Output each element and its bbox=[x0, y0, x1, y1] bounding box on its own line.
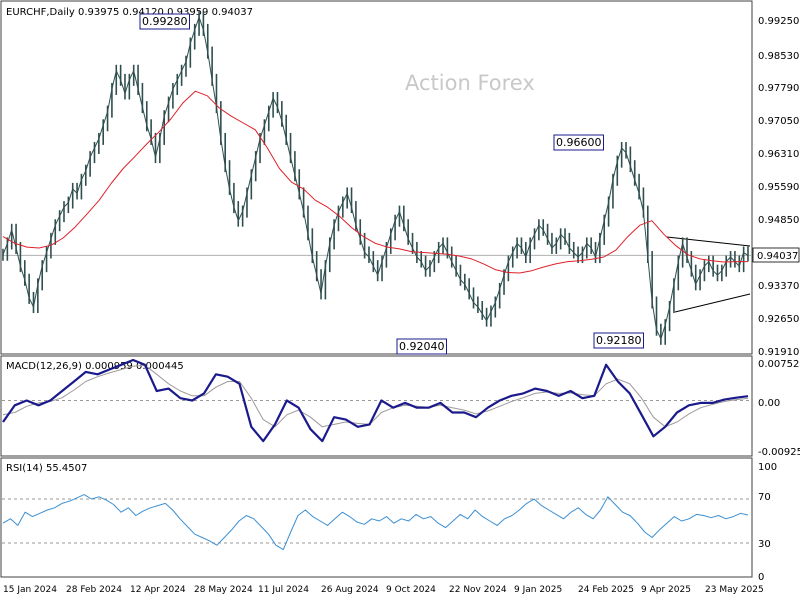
price-annotations: 0.99280 0.96600 0.92040 0.92180 bbox=[139, 13, 644, 355]
macd-panel-frame bbox=[0, 355, 753, 457]
rsi-line bbox=[2, 494, 749, 551]
price-tick-label: 0.98530 bbox=[758, 51, 799, 62]
price-tick-label: 0.96310 bbox=[758, 149, 799, 160]
rsi-tick-label: 70 bbox=[758, 492, 771, 503]
annotation-box bbox=[139, 13, 190, 30]
macd-signal-line bbox=[2, 364, 749, 428]
low-annotation: 0.92180 bbox=[596, 334, 642, 347]
macd-tick-label: 0.00 bbox=[758, 398, 780, 409]
x-tick-label: 23 May 2025 bbox=[705, 585, 764, 595]
price-panel-frame bbox=[0, 0, 753, 355]
high-annotation: 0.96600 bbox=[556, 136, 602, 149]
lower-trendline bbox=[674, 293, 751, 313]
price-header: EURCHF,Daily 0.93975 0.94120 0.93959 0.9… bbox=[6, 7, 253, 18]
annotation-box bbox=[553, 134, 604, 151]
rsi-header: RSI(14) 55.4507 bbox=[6, 463, 87, 474]
price-tick-label: 0.92650 bbox=[758, 314, 799, 325]
rsi-panel-frame bbox=[0, 457, 753, 578]
low-annotation: 0.92040 bbox=[399, 340, 445, 353]
annotation-box bbox=[593, 332, 644, 349]
watermark: Action Forex bbox=[405, 71, 535, 95]
price-tick-label: 0.91910 bbox=[758, 347, 799, 358]
macd-header: MACD(12,26,9) 0.000959 0.000445 bbox=[6, 361, 184, 372]
price-tick-label: 0.97790 bbox=[758, 83, 799, 94]
x-tick-label: 9 Jan 2025 bbox=[514, 585, 562, 595]
rsi-tick-label: 100 bbox=[758, 462, 777, 473]
x-tick-label: 9 Oct 2024 bbox=[386, 585, 436, 595]
x-tick-label: 22 Nov 2024 bbox=[449, 585, 507, 595]
annotation-box bbox=[396, 338, 447, 355]
macd-tick-label: -0.009252 bbox=[758, 447, 800, 458]
macd-tick-label: 0.007526 bbox=[758, 359, 800, 370]
price-y-axis: 0.99250 0.98530 0.97790 0.97050 0.96310 … bbox=[758, 16, 799, 358]
current-price-box bbox=[752, 247, 800, 263]
price-tick-label: 0.95590 bbox=[758, 182, 799, 193]
upper-trendline bbox=[666, 236, 751, 247]
price-line bbox=[2, 16, 749, 340]
x-tick-label: 12 Apr 2024 bbox=[130, 585, 186, 595]
price-tick-label: 0.94850 bbox=[758, 215, 799, 226]
x-tick-label: 28 Feb 2024 bbox=[66, 585, 122, 595]
x-axis: 15 Jan 2024 28 Feb 2024 12 Apr 2024 28 M… bbox=[3, 585, 764, 595]
x-tick-label: 28 May 2024 bbox=[194, 585, 253, 595]
moving-average-line bbox=[2, 90, 748, 274]
x-tick-label: 24 Feb 2025 bbox=[578, 585, 634, 595]
x-tick-label: 11 Jul 2024 bbox=[258, 585, 309, 595]
x-tick-label: 15 Jan 2024 bbox=[3, 585, 57, 595]
price-tick-label: 0.93370 bbox=[758, 281, 799, 292]
rsi-tick-label: 30 bbox=[758, 539, 771, 550]
rsi-tick-label: 0 bbox=[758, 572, 764, 583]
price-tick-label: 0.97050 bbox=[758, 116, 799, 127]
x-tick-label: 9 Apr 2025 bbox=[641, 585, 691, 595]
x-tick-label: 26 Aug 2024 bbox=[321, 585, 379, 595]
current-price-label: 0.94037 bbox=[757, 251, 798, 262]
price-tick-label: 0.99250 bbox=[758, 16, 799, 27]
high-annotation: 0.99280 bbox=[142, 15, 188, 28]
macd-line bbox=[2, 358, 749, 443]
